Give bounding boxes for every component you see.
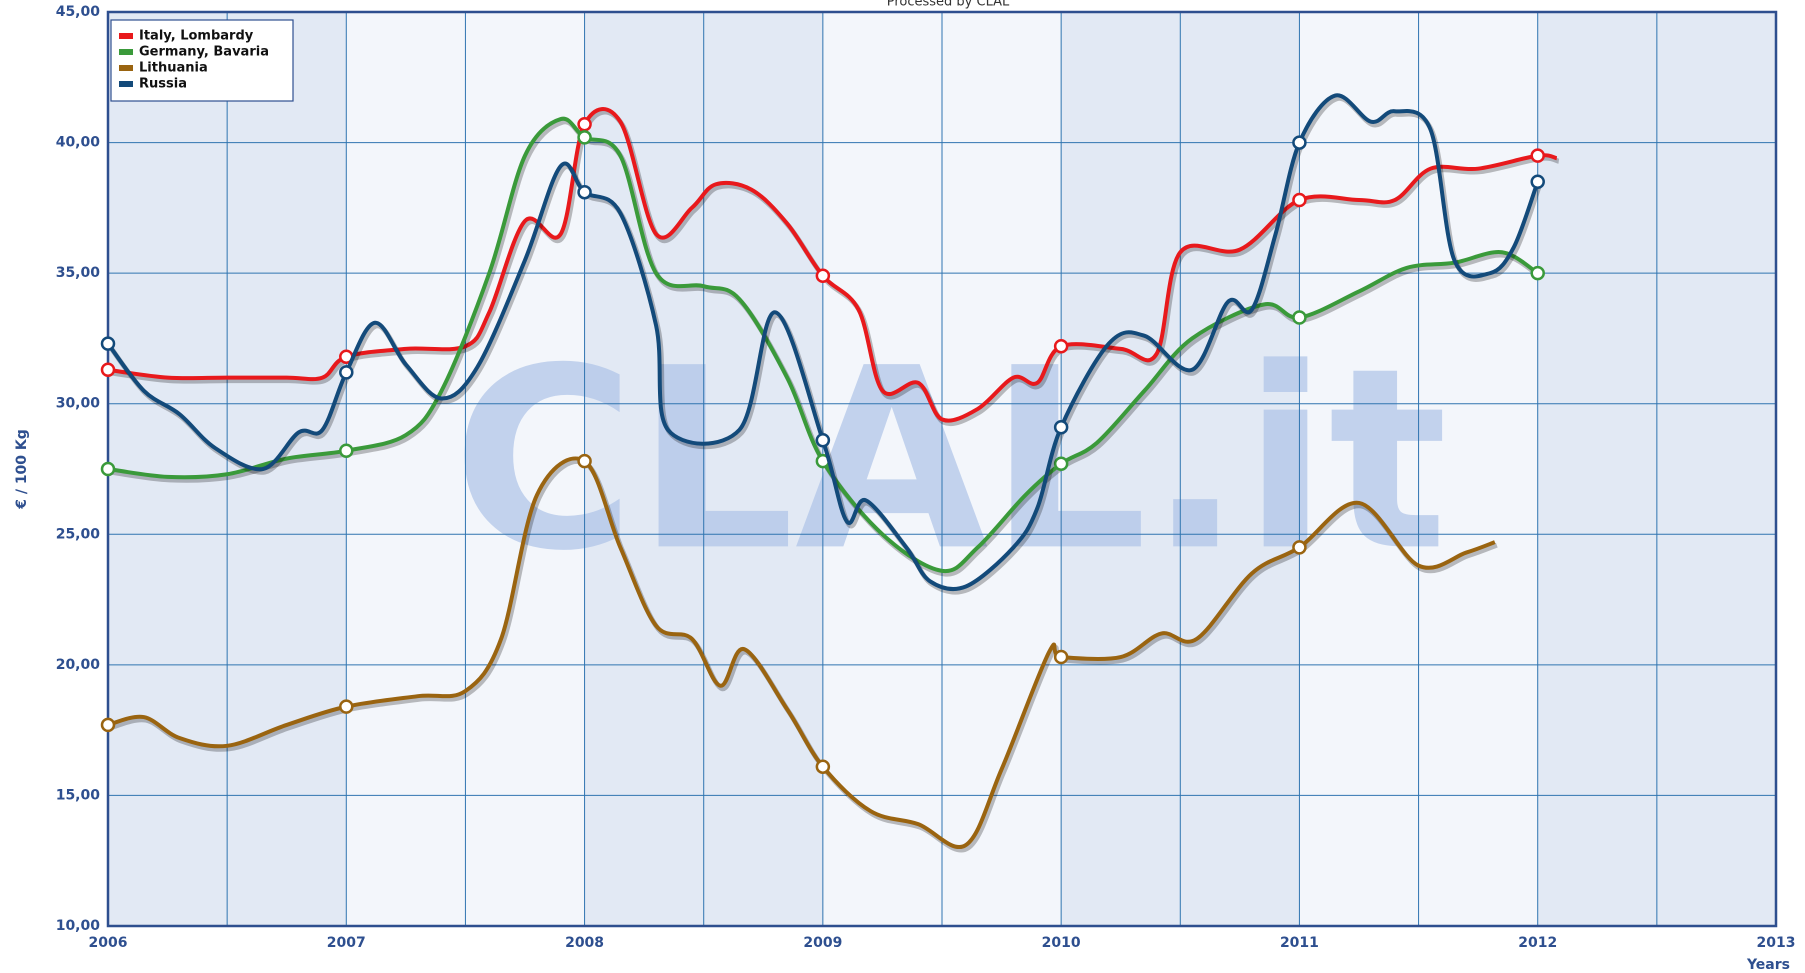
legend-label: Germany, Bavaria xyxy=(139,45,269,60)
legend-label: Lithuania xyxy=(139,61,208,76)
point-marker xyxy=(1292,310,1307,325)
point-marker xyxy=(1292,540,1307,555)
x-axis-label: Years xyxy=(1746,957,1790,973)
point-marker xyxy=(577,130,592,145)
point-marker xyxy=(815,268,831,284)
y-tick-label: 10,00 xyxy=(56,918,101,934)
y-tick-label: 15,00 xyxy=(56,787,101,803)
x-tick-label: 2009 xyxy=(803,935,842,951)
point-marker xyxy=(815,759,831,774)
point-marker xyxy=(100,362,116,378)
y-tick-label: 25,00 xyxy=(56,526,101,542)
legend-swatch xyxy=(119,49,133,55)
x-tick-label: 2010 xyxy=(1042,935,1081,951)
legend-label: Russia xyxy=(139,77,187,92)
x-tick-label: 2008 xyxy=(565,935,604,951)
y-tick-label: 20,00 xyxy=(56,657,101,673)
point-marker xyxy=(1530,174,1545,189)
point-marker xyxy=(577,117,592,132)
x-tick-label: 2006 xyxy=(89,935,128,951)
point-marker xyxy=(1053,649,1069,665)
legend-swatch xyxy=(119,81,133,87)
point-marker xyxy=(577,184,592,200)
point-marker xyxy=(100,336,116,351)
point-marker xyxy=(1292,135,1307,150)
point-marker xyxy=(577,453,592,469)
line xyxy=(107,456,1496,849)
line xyxy=(107,116,1539,573)
point-marker xyxy=(815,433,831,448)
point-marker xyxy=(1053,456,1069,472)
x-tick-label: 2011 xyxy=(1280,935,1319,951)
chart-title: Processed by CLAL xyxy=(887,0,1010,10)
point-marker xyxy=(1292,192,1307,208)
x-tick-label: 2013 xyxy=(1757,935,1796,951)
point-marker xyxy=(1530,265,1545,281)
watermark: CLAL.it xyxy=(452,314,1448,605)
point-marker xyxy=(339,443,354,458)
point-marker xyxy=(1053,419,1069,435)
x-tick-label: 2012 xyxy=(1518,935,1557,951)
x-tick-label: 2007 xyxy=(327,935,366,951)
y-tick-label: 30,00 xyxy=(56,396,101,412)
point-marker xyxy=(339,699,354,714)
legend-swatch xyxy=(119,65,133,71)
y-tick-label: 35,00 xyxy=(56,265,101,281)
legend-swatch xyxy=(119,33,133,39)
point-marker xyxy=(1053,339,1069,354)
point-marker xyxy=(1530,148,1545,163)
legend-box xyxy=(110,19,294,102)
point-marker xyxy=(339,365,354,380)
y-tick-label: 40,00 xyxy=(56,135,101,151)
line xyxy=(107,107,1558,423)
point-marker xyxy=(100,461,116,477)
line xyxy=(106,93,1540,592)
point-marker xyxy=(100,717,116,733)
legend-label: Italy, Lombardy xyxy=(139,29,254,44)
y-axis-label: € / 100 Kg xyxy=(14,429,30,510)
y-tick-label: 45,00 xyxy=(56,4,101,20)
